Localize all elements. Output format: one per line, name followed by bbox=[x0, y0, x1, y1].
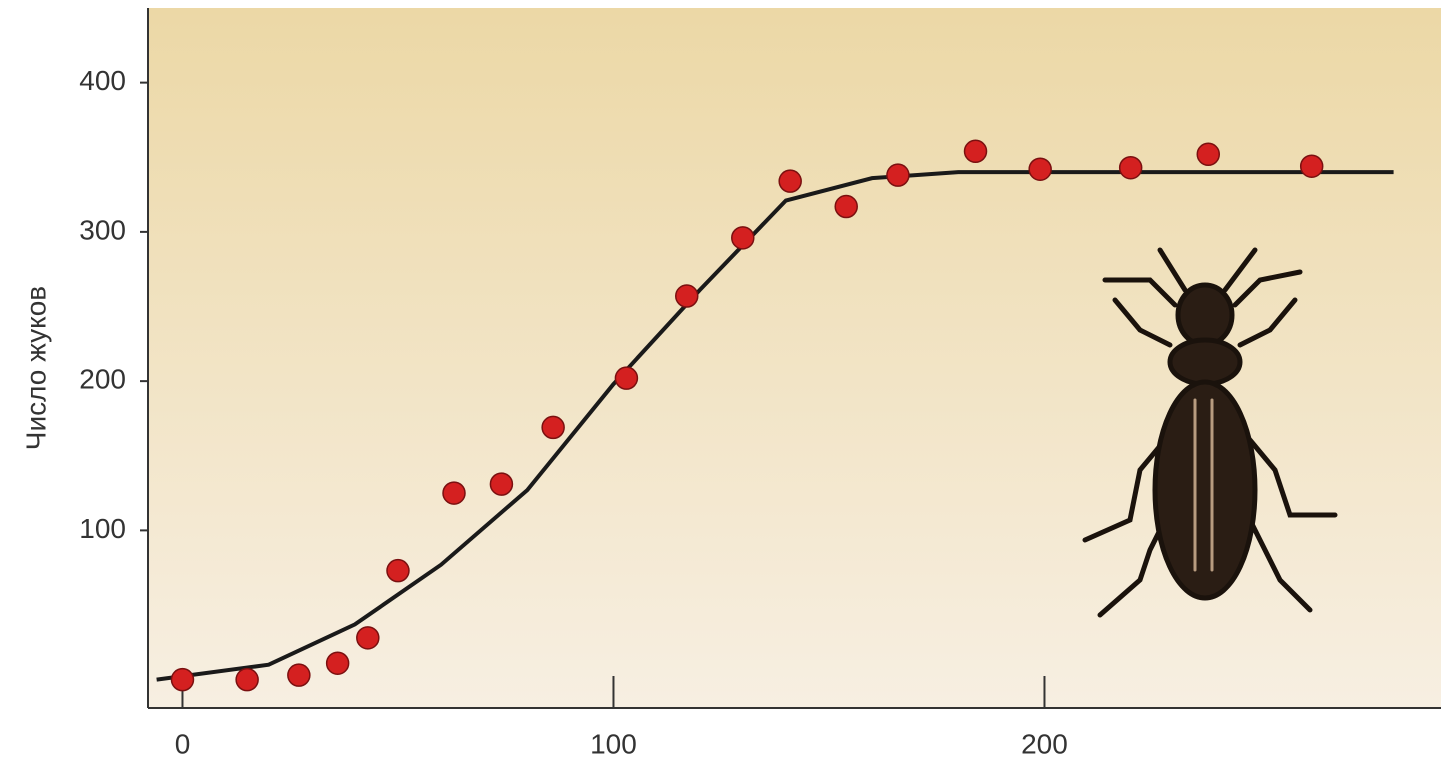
y-axis-label: Число жуков bbox=[20, 286, 51, 450]
y-tick-label: 200 bbox=[79, 364, 126, 395]
data-point bbox=[490, 473, 512, 495]
y-tick-label: 400 bbox=[79, 65, 126, 96]
x-tick-label: 100 bbox=[590, 728, 637, 759]
data-point bbox=[615, 367, 637, 389]
data-point bbox=[387, 560, 409, 582]
plot-background bbox=[148, 8, 1441, 708]
data-point bbox=[171, 669, 193, 691]
data-point bbox=[676, 285, 698, 307]
data-point bbox=[288, 664, 310, 686]
x-tick-label: 0 bbox=[175, 728, 191, 759]
data-point bbox=[1301, 155, 1323, 177]
y-tick-label: 100 bbox=[79, 513, 126, 544]
data-point bbox=[1197, 143, 1219, 165]
data-point bbox=[732, 227, 754, 249]
data-point bbox=[327, 652, 349, 674]
data-point bbox=[357, 627, 379, 649]
data-point bbox=[1029, 158, 1051, 180]
data-point bbox=[835, 196, 857, 218]
data-point bbox=[443, 482, 465, 504]
chart: Число жуков 100 200 300 400 0 100 200 bbox=[0, 0, 1441, 761]
y-tick-label: 300 bbox=[79, 214, 126, 245]
x-tick-label: 200 bbox=[1021, 728, 1068, 759]
data-point bbox=[779, 170, 801, 192]
data-point bbox=[887, 164, 909, 186]
data-point bbox=[965, 140, 987, 162]
data-point bbox=[236, 669, 258, 691]
data-point bbox=[542, 416, 564, 438]
data-point bbox=[1120, 157, 1142, 179]
